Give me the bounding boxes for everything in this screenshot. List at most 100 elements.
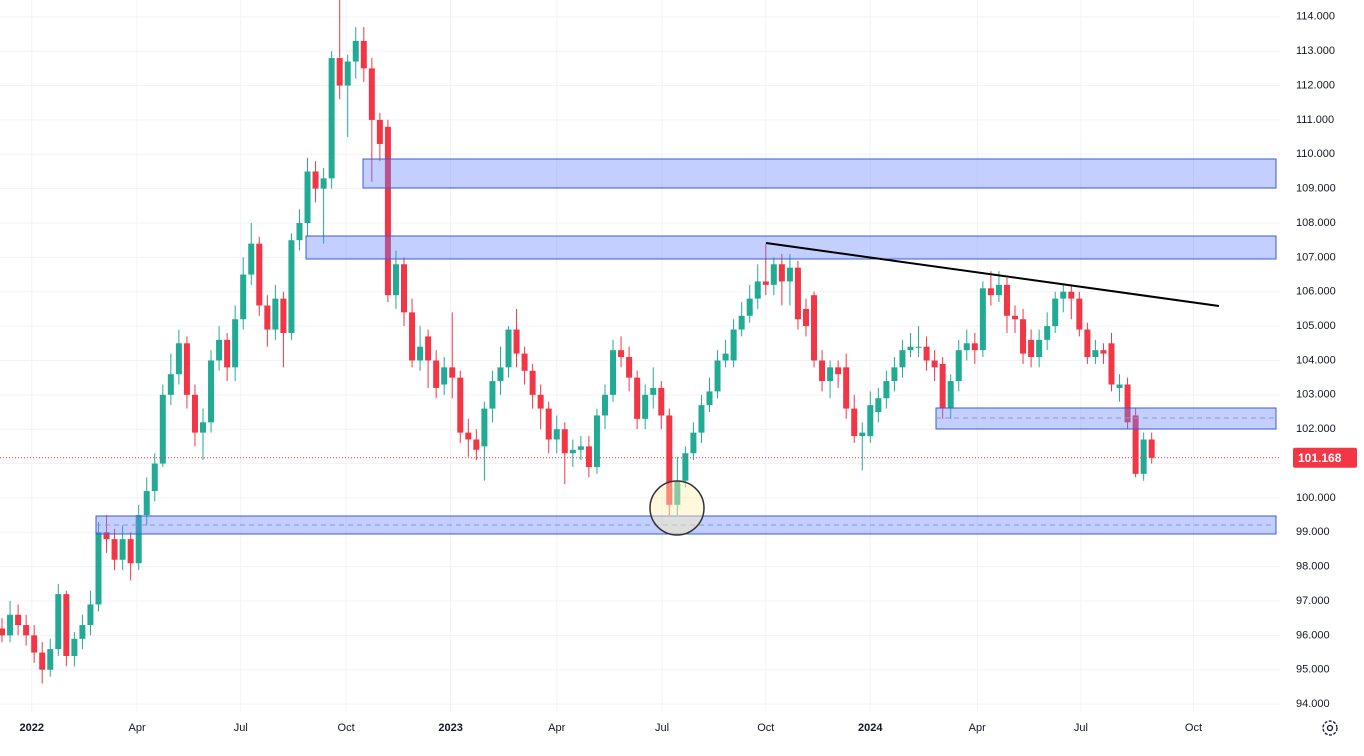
candle-body xyxy=(513,329,520,354)
candle-body xyxy=(376,119,383,144)
x-tick-label: Oct xyxy=(338,722,355,734)
candle-body xyxy=(690,432,697,454)
candle-body xyxy=(232,319,239,368)
candle-body xyxy=(811,295,818,361)
candle-body xyxy=(111,539,118,560)
candle-body xyxy=(1116,384,1123,388)
candle-body xyxy=(730,329,737,361)
y-tick-label: 111.000 xyxy=(1296,114,1334,126)
candle-body xyxy=(521,353,528,371)
candle-body xyxy=(634,377,641,419)
candle-body xyxy=(473,439,480,450)
y-tick-label: 98.000 xyxy=(1296,561,1330,573)
candle-body xyxy=(891,367,898,382)
candle-body xyxy=(642,394,649,419)
candle-body xyxy=(923,346,930,361)
candle-body xyxy=(553,429,560,440)
candle-body xyxy=(754,281,761,299)
x-tick-label: Apr xyxy=(129,722,146,734)
candle-body xyxy=(449,367,456,378)
candle-body xyxy=(159,394,166,464)
candle-body xyxy=(1140,439,1147,474)
candle-body xyxy=(1084,329,1091,358)
y-tick-label: 102.000 xyxy=(1296,423,1336,435)
y-tick-label: 110.000 xyxy=(1296,148,1335,160)
candle-body xyxy=(0,628,6,636)
y-tick-label: 108.000 xyxy=(1296,217,1336,229)
candle-body xyxy=(875,398,882,413)
x-tick-label: Oct xyxy=(1185,722,1202,734)
candle-body xyxy=(79,625,86,639)
x-tick-label: Jul xyxy=(1074,722,1088,734)
candle-body xyxy=(39,652,46,670)
candle-body xyxy=(1124,384,1131,423)
candle-body xyxy=(827,367,834,382)
candle-body xyxy=(1068,291,1075,299)
candle-body xyxy=(1060,291,1067,299)
x-tick-label: Jul xyxy=(234,722,248,734)
candle-body xyxy=(859,432,866,437)
candle-body xyxy=(296,223,303,241)
x-tick-label: Oct xyxy=(757,722,774,734)
zone[interactable] xyxy=(362,158,1277,189)
candle-body xyxy=(585,446,592,467)
candle-body xyxy=(867,405,874,437)
candle-body xyxy=(63,594,70,656)
candle-body xyxy=(682,453,689,481)
candle-body xyxy=(738,315,745,330)
candle-body xyxy=(907,346,914,351)
candle-body xyxy=(441,367,448,385)
candle-body xyxy=(601,394,608,416)
candle-body xyxy=(610,350,617,395)
candle-body xyxy=(71,638,78,656)
candle-body xyxy=(626,357,633,378)
y-tick-label: 109.000 xyxy=(1296,183,1336,195)
candle-body xyxy=(47,649,54,670)
candle-body xyxy=(529,370,536,395)
candle-body xyxy=(1092,350,1099,358)
candle-body xyxy=(55,594,62,650)
y-tick-label: 114.000 xyxy=(1296,11,1335,23)
candle-body xyxy=(714,360,721,392)
candle-body xyxy=(947,381,954,409)
y-tick-label: 100.000 xyxy=(1296,492,1336,504)
settings-button[interactable] xyxy=(1322,720,1338,736)
y-tick-label: 105.000 xyxy=(1296,320,1336,332)
candle-body xyxy=(127,539,134,564)
candle-body xyxy=(915,346,922,348)
candle-body xyxy=(465,432,472,440)
y-tick-label: 112.000 xyxy=(1296,79,1335,91)
candle-body xyxy=(103,532,110,540)
zone[interactable] xyxy=(305,235,1277,260)
candle-body xyxy=(1100,350,1107,354)
candle-body xyxy=(409,312,416,361)
candle-body xyxy=(336,58,343,86)
highlight-circle[interactable] xyxy=(649,480,705,536)
candle-body xyxy=(425,336,432,361)
candle-body xyxy=(561,429,568,454)
candle-body xyxy=(272,298,279,330)
candle-body xyxy=(939,363,946,409)
candle-body xyxy=(489,381,496,409)
candle-body xyxy=(175,343,182,375)
candle-body xyxy=(1036,339,1043,358)
candle-body xyxy=(248,243,255,275)
candle-body xyxy=(1132,415,1139,474)
settings-gear-center[interactable] xyxy=(1326,724,1334,732)
candle-body xyxy=(304,171,311,224)
candle-body xyxy=(352,40,359,62)
candle-body xyxy=(191,394,198,433)
candle-body xyxy=(344,61,351,86)
trend-line[interactable] xyxy=(765,242,1220,307)
candle-body xyxy=(618,350,625,358)
candle-body xyxy=(312,171,319,189)
candle-body xyxy=(505,329,512,368)
candle-body xyxy=(698,405,705,433)
candle-body xyxy=(899,350,906,368)
drawings xyxy=(95,158,1277,536)
candle-body xyxy=(400,264,407,313)
candle-body xyxy=(674,480,681,505)
candle-body xyxy=(537,394,544,409)
settings-gear[interactable] xyxy=(1322,720,1338,736)
candle-body xyxy=(328,58,335,179)
